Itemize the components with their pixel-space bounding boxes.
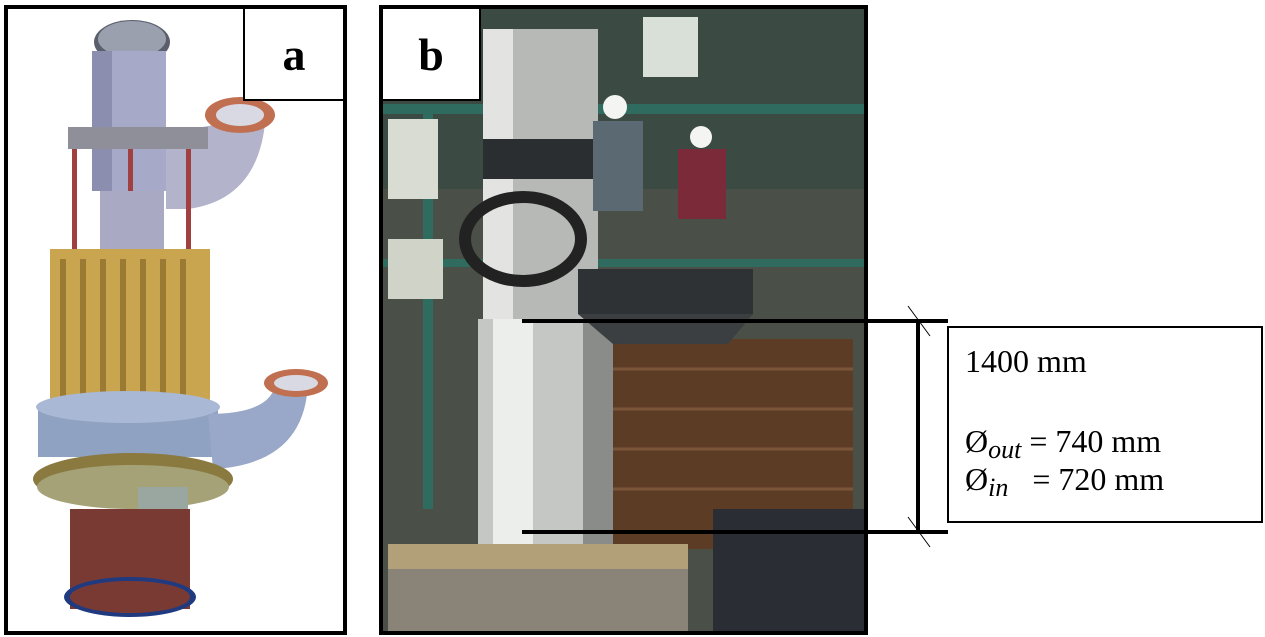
outer-diameter-symbol: Ø xyxy=(965,423,989,459)
inner-diameter: Øin = 720 mm xyxy=(965,460,1261,502)
workshop-photo-illustration xyxy=(383,9,864,631)
panel-a-cad-rendering: a xyxy=(4,5,347,635)
inner-diameter-value: = 720 mm xyxy=(1008,461,1165,497)
inner-diameter-symbol: Ø xyxy=(965,461,989,497)
height-dimension: 1400 mm xyxy=(965,343,1087,379)
outer-diameter-subscript: out xyxy=(988,435,1022,464)
inner-diameter-subscript: in xyxy=(988,473,1009,502)
top-tick-mark xyxy=(907,305,931,337)
panel-label-b: b xyxy=(383,9,481,101)
cad-assembly-illustration xyxy=(33,20,328,617)
outer-diameter: Øout = 740 mm xyxy=(965,422,1261,464)
bottom-tick-mark xyxy=(907,516,931,548)
dimensions-annotation-box: 1400 mm Øout = 740 mm Øin = 720 mm xyxy=(947,326,1263,523)
panel-b-photograph: b xyxy=(379,5,868,635)
panel-label-a: a xyxy=(243,9,343,101)
outer-diameter-value: = 740 mm xyxy=(1021,423,1162,459)
